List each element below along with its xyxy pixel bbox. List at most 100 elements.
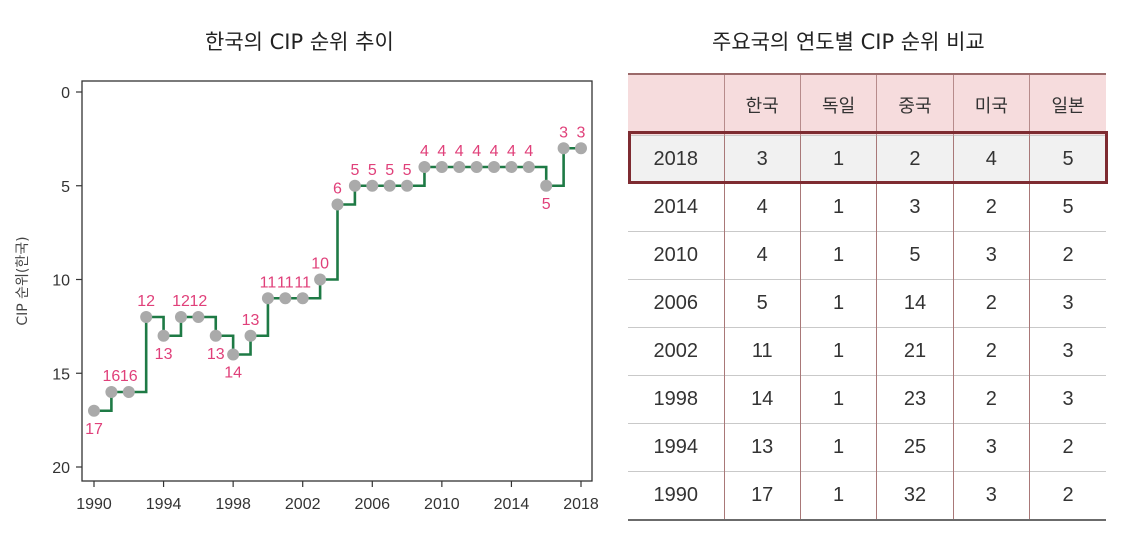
cell-value: 5 bbox=[1029, 183, 1106, 232]
cell-value: 13 bbox=[723, 423, 801, 472]
cell-value: 11 bbox=[723, 327, 801, 376]
data-label: 5 bbox=[385, 162, 394, 179]
data-point bbox=[401, 179, 414, 192]
data-label: 4 bbox=[437, 143, 446, 160]
data-point bbox=[383, 179, 396, 192]
cell-value: 1 bbox=[799, 231, 877, 280]
header-cell-usa: 미국 bbox=[952, 73, 1030, 136]
cell-value: 2 bbox=[952, 327, 1030, 376]
cell-value: 1 bbox=[799, 471, 877, 521]
y-tick-label: 15 bbox=[52, 366, 70, 383]
cell-value: 4 bbox=[723, 183, 801, 232]
cell-value: 23 bbox=[876, 375, 954, 424]
header-cell-china: 중국 bbox=[876, 73, 954, 136]
x-tick-label: 2018 bbox=[563, 496, 599, 513]
data-point bbox=[279, 292, 292, 305]
cell-value: 3 bbox=[876, 183, 954, 232]
data-point bbox=[435, 161, 448, 173]
cell-value: 1 bbox=[799, 423, 877, 472]
cell-value: 5 bbox=[723, 279, 801, 328]
cell-value: 1 bbox=[799, 135, 877, 184]
data-point bbox=[505, 161, 518, 173]
cell-value: 3 bbox=[952, 423, 1030, 472]
table-title: 주요국의 연도별 CIP 순위 비교 bbox=[712, 30, 985, 54]
cip-rank-step-chart: 0 5 10 15 20 1990 1994 1998 2002 2006 2010 2014 2018… bbox=[15, 80, 599, 513]
data-label: 12 bbox=[137, 293, 155, 310]
cell-value: 2 bbox=[1029, 471, 1106, 521]
data-label: 12 bbox=[189, 293, 207, 310]
cell-value: 2 bbox=[952, 183, 1030, 232]
data-point bbox=[522, 161, 535, 173]
data-point bbox=[296, 292, 309, 305]
cell-year: 2010 bbox=[628, 231, 724, 280]
cell-value: 3 bbox=[1029, 279, 1106, 328]
data-label: 14 bbox=[224, 365, 242, 382]
data-label: 6 bbox=[333, 181, 342, 198]
cell-value: 1 bbox=[799, 279, 877, 328]
data-point bbox=[140, 311, 153, 323]
cell-value: 14 bbox=[876, 279, 954, 328]
table-row: 2014 4 1 3 2 5 bbox=[628, 183, 1106, 232]
cell-value: 4 bbox=[723, 231, 801, 280]
table-header-row: 한국 독일 중국 미국 일본 bbox=[628, 73, 1106, 136]
data-point bbox=[540, 179, 553, 192]
cell-value: 17 bbox=[723, 471, 801, 521]
data-label: 12 bbox=[172, 293, 190, 310]
y-tick-label: 20 bbox=[52, 460, 70, 477]
cell-value: 5 bbox=[876, 231, 954, 280]
data-label: 4 bbox=[507, 143, 516, 160]
data-point bbox=[174, 311, 187, 323]
data-label: 11 bbox=[260, 274, 277, 291]
data-point bbox=[314, 273, 327, 286]
data-point bbox=[348, 179, 361, 192]
data-point bbox=[192, 311, 205, 323]
data-point bbox=[331, 198, 344, 211]
cell-value: 3 bbox=[952, 471, 1030, 521]
table-row: 2010 4 1 5 3 2 bbox=[628, 231, 1106, 280]
table-row: 1998 14 1 23 2 3 bbox=[628, 375, 1106, 424]
cell-value: 2 bbox=[1029, 423, 1106, 472]
data-point bbox=[261, 292, 274, 305]
data-point bbox=[453, 161, 466, 173]
cell-year: 2018 bbox=[628, 135, 724, 184]
x-tick-label: 1994 bbox=[146, 496, 182, 513]
data-point bbox=[122, 386, 135, 398]
cell-value: 1 bbox=[799, 183, 877, 232]
table-row-highlighted: 2018 3 1 2 4 5 bbox=[628, 135, 1106, 184]
data-label: 11 bbox=[294, 274, 311, 291]
data-label: 10 bbox=[311, 256, 329, 273]
x-tick-label: 1990 bbox=[76, 496, 112, 513]
data-label: 5 bbox=[542, 196, 551, 213]
table-row: 1990 17 1 32 3 2 bbox=[628, 471, 1106, 521]
cell-value: 4 bbox=[952, 135, 1030, 184]
data-point bbox=[227, 348, 240, 361]
cell-value: 2 bbox=[952, 279, 1030, 328]
data-label: 5 bbox=[403, 162, 412, 179]
data-label: 4 bbox=[455, 143, 464, 160]
x-tick-label: 2002 bbox=[285, 496, 321, 513]
data-point bbox=[575, 142, 587, 155]
data-point bbox=[470, 161, 483, 173]
chart-title: 한국의 CIP 순위 추이 bbox=[205, 30, 394, 54]
cell-value: 25 bbox=[876, 423, 954, 472]
data-label: 13 bbox=[207, 346, 225, 363]
data-point bbox=[557, 142, 570, 155]
header-cell-korea: 한국 bbox=[723, 73, 801, 136]
table-row: 2002 11 1 21 2 3 bbox=[628, 327, 1106, 376]
cell-year: 1998 bbox=[628, 375, 724, 424]
cell-value: 3 bbox=[952, 231, 1030, 280]
data-label: 16 bbox=[102, 368, 120, 385]
table-row: 2006 5 1 14 2 3 bbox=[628, 279, 1106, 328]
cell-year: 2006 bbox=[628, 279, 724, 328]
cell-value: 21 bbox=[876, 327, 954, 376]
data-label: 5 bbox=[350, 162, 359, 179]
y-axis-label: CIP 순위(한국) bbox=[15, 236, 31, 325]
data-label: 16 bbox=[120, 368, 138, 385]
cell-value: 5 bbox=[1029, 135, 1106, 184]
data-label: 11 bbox=[277, 274, 294, 291]
cell-value: 3 bbox=[1029, 327, 1106, 376]
data-label: 3 bbox=[559, 124, 568, 141]
cell-year: 1990 bbox=[628, 471, 724, 521]
data-label: 13 bbox=[155, 346, 173, 363]
cell-value: 32 bbox=[876, 471, 954, 521]
